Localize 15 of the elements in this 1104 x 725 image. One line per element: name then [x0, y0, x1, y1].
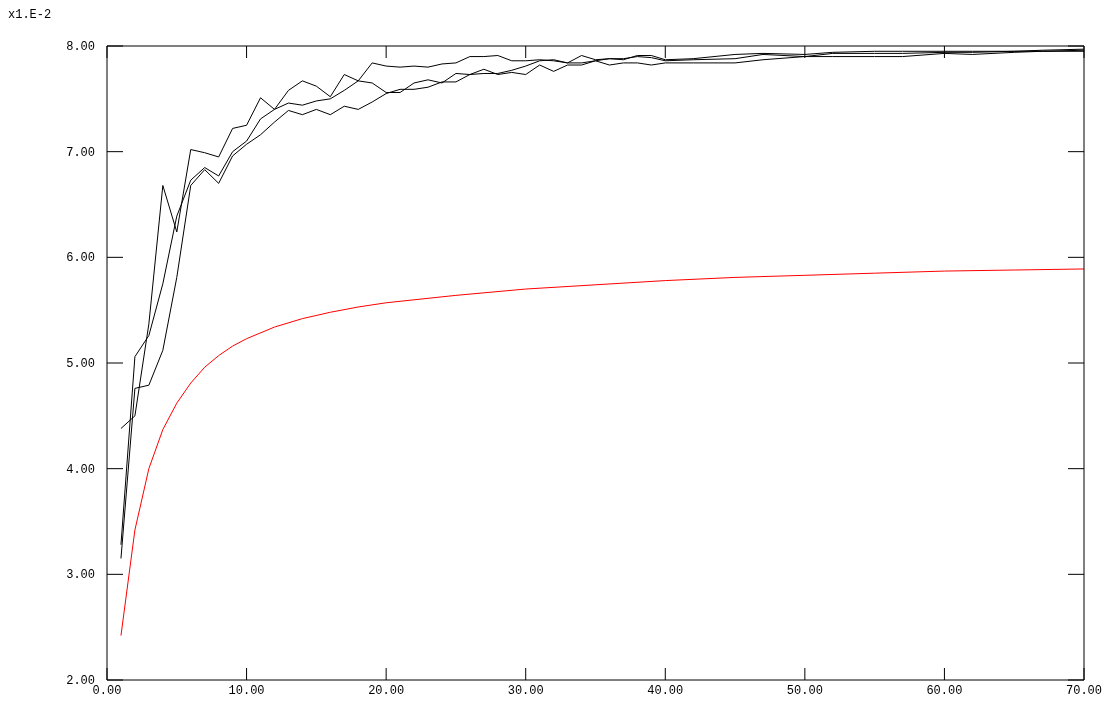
- x-tick-label: 30.00: [507, 684, 544, 698]
- x-tick-label: 10.00: [228, 684, 265, 698]
- x-tick-label: 60.00: [926, 684, 963, 698]
- x-tick-label: 20.00: [368, 684, 405, 698]
- x-tick-label: 50.00: [786, 684, 823, 698]
- x-tick-label: 40.00: [647, 684, 684, 698]
- y-tick-label: 4.00: [66, 462, 95, 477]
- x-tick-label: 0.00: [92, 684, 122, 698]
- y-tick-label: 3.00: [66, 568, 95, 583]
- y-tick-label: 6.00: [66, 251, 95, 266]
- y-tick-label: 8.00: [66, 40, 95, 54]
- y-tick-label: 5.00: [66, 357, 95, 371]
- y-tick-label: 7.00: [66, 145, 95, 160]
- y-axis-title: x1.E-2: [8, 8, 52, 22]
- x-tick-label: 70.00: [1065, 684, 1103, 698]
